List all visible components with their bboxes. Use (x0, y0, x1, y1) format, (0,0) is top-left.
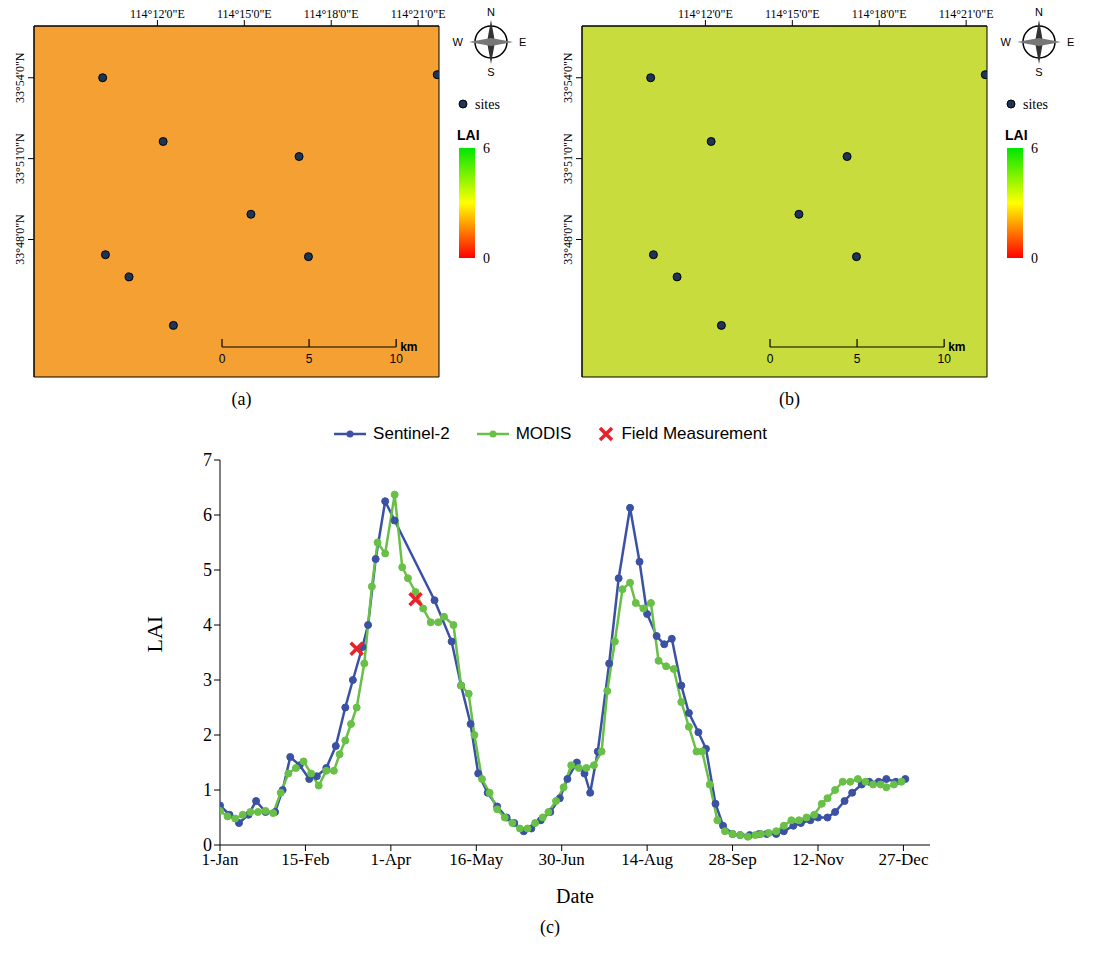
svg-text:Date: Date (556, 885, 594, 907)
html-text:MODIS: MODIS (515, 424, 572, 443)
svg-text:2: 2 (203, 725, 212, 745)
svg-text:LAI: LAI (1005, 127, 1028, 143)
svg-text:0: 0 (1031, 251, 1038, 266)
svg-text:1-Jan: 1-Jan (201, 850, 239, 870)
svg-text:14-Aug: 14-Aug (621, 850, 673, 869)
svg-text:5: 5 (306, 352, 313, 366)
svg-text:3: 3 (203, 670, 212, 690)
svg-text:LAI: LAI (142, 616, 167, 653)
svg-text:7: 7 (203, 450, 212, 470)
svg-text:114°21'0"E: 114°21'0"E (391, 7, 446, 21)
svg-text:33°51'0"N: 33°51'0"N (561, 133, 575, 184)
svg-text:0: 0 (483, 251, 490, 266)
html-text:Sentinel-2: Sentinel-2 (373, 424, 450, 443)
svg-text:N: N (1035, 6, 1043, 18)
svg-text:0: 0 (219, 352, 226, 366)
svg-text:33°48'0"N: 33°48'0"N (13, 214, 27, 265)
svg-text:5: 5 (854, 352, 861, 366)
svg-text:28-Sep: 28-Sep (708, 850, 756, 869)
svg-text:sites: sites (475, 97, 500, 112)
svg-text:S: S (1035, 66, 1042, 78)
svg-text:27-Dec: 27-Dec (878, 850, 928, 869)
html-text:Field Measurement: Field Measurement (621, 424, 767, 443)
svg-text:6: 6 (1031, 141, 1038, 156)
svg-text:33°54'0"N: 33°54'0"N (13, 52, 27, 103)
svg-text:114°15'0"E: 114°15'0"E (217, 7, 272, 21)
svg-text:30-Jun: 30-Jun (539, 850, 586, 869)
html-text:(a): (a) (231, 389, 252, 409)
svg-text:114°18'0"E: 114°18'0"E (852, 7, 907, 21)
svg-text:114°18'0"E: 114°18'0"E (304, 7, 359, 21)
svg-text:5: 5 (203, 560, 212, 580)
svg-text:10: 10 (390, 352, 404, 366)
svg-text:114°12'0"E: 114°12'0"E (678, 7, 733, 21)
svg-text:0: 0 (203, 835, 212, 855)
svg-text:0: 0 (767, 352, 774, 366)
svg-text:114°15'0"E: 114°15'0"E (765, 7, 820, 21)
svg-text:km: km (948, 340, 965, 354)
html-text:(b): (b) (779, 389, 800, 409)
svg-text:W: W (453, 36, 464, 48)
svg-text:W: W (1001, 36, 1012, 48)
html-text:(c): (c) (540, 917, 560, 937)
svg-text:114°21'0"E: 114°21'0"E (939, 7, 994, 21)
svg-text:114°12'0"E: 114°12'0"E (130, 7, 185, 21)
svg-text:15-Feb: 15-Feb (281, 850, 329, 869)
svg-text:12-Nov: 12-Nov (792, 850, 844, 869)
svg-text:S: S (487, 66, 494, 78)
svg-text:33°48'0"N: 33°48'0"N (561, 214, 575, 265)
svg-text:sites: sites (1023, 97, 1048, 112)
svg-text:LAI: LAI (457, 127, 480, 143)
svg-text:16-May: 16-May (449, 850, 503, 869)
svg-text:E: E (519, 36, 526, 48)
svg-text:33°51'0"N: 33°51'0"N (13, 133, 27, 184)
svg-text:6: 6 (203, 505, 212, 525)
svg-text:E: E (1067, 36, 1074, 48)
svg-text:6: 6 (483, 141, 490, 156)
svg-text:10: 10 (938, 352, 952, 366)
svg-text:33°54'0"N: 33°54'0"N (561, 52, 575, 103)
svg-text:1-Apr: 1-Apr (371, 850, 412, 869)
svg-text:4: 4 (203, 615, 212, 635)
svg-text:km: km (400, 340, 417, 354)
svg-text:N: N (487, 6, 495, 18)
svg-text:1: 1 (203, 780, 212, 800)
